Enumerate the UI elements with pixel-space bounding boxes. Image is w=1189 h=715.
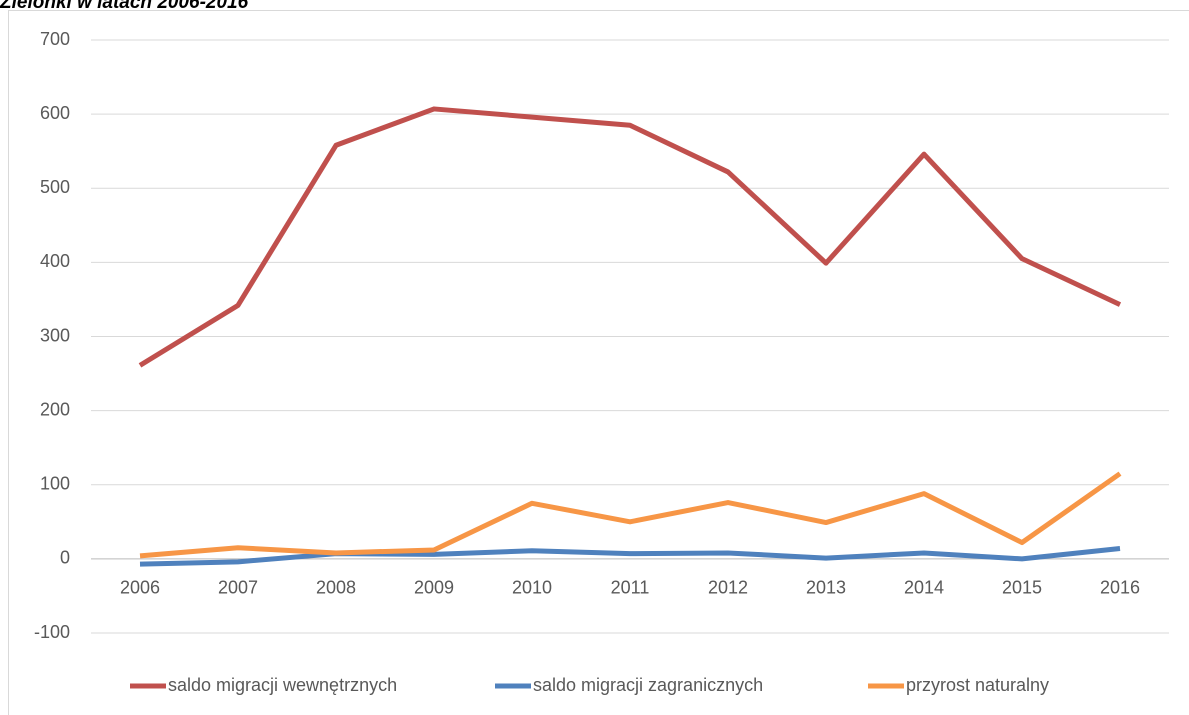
- x-tick-label: 2009: [414, 578, 454, 598]
- legend-label: saldo migracji zagranicznych: [533, 675, 763, 695]
- x-tick-label: 2006: [120, 578, 160, 598]
- x-tick-label: 2013: [806, 578, 846, 598]
- series-line: [139, 546, 1121, 567]
- series-line: [138, 106, 1122, 368]
- y-tick-label: -100: [34, 622, 70, 642]
- y-tick-label: 600: [40, 103, 70, 123]
- y-tick-label: 200: [40, 399, 70, 419]
- y-tick-label: 400: [40, 251, 70, 271]
- x-tick-label: 2015: [1002, 578, 1042, 598]
- x-tick-label: 2016: [1100, 578, 1140, 598]
- y-tick-label: 500: [40, 177, 70, 197]
- legend-label: saldo migracji wewnętrznych: [168, 675, 397, 695]
- x-tick-label: 2010: [512, 578, 552, 598]
- legend-label: przyrost naturalny: [906, 675, 1049, 695]
- y-tick-label: 100: [40, 474, 70, 494]
- x-tick-label: 2012: [708, 578, 748, 598]
- y-tick-label: 700: [40, 29, 70, 49]
- chart-border: [8, 10, 1189, 715]
- x-tick-label: 2007: [218, 578, 258, 598]
- x-tick-label: 2014: [904, 578, 944, 598]
- x-tick-label: 2011: [611, 578, 650, 598]
- y-tick-label: 0: [60, 548, 70, 568]
- y-tick-label: 300: [40, 325, 70, 345]
- x-tick-label: 2008: [316, 578, 356, 598]
- series-line: [139, 471, 1122, 559]
- chart-title: Zielonki w latach 2006-2016: [0, 0, 249, 13]
